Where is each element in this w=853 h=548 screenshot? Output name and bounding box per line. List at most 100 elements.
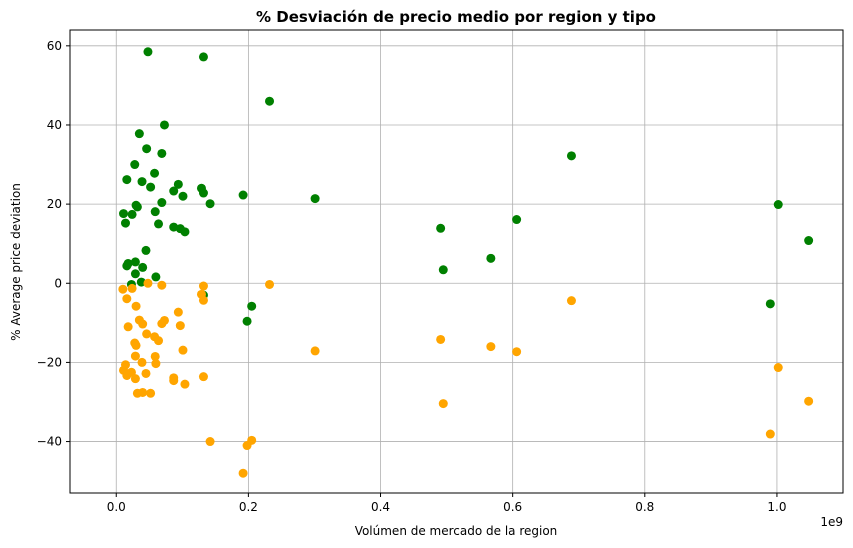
scatter-point xyxy=(151,272,161,282)
y-tick-label: 0 xyxy=(54,276,62,290)
x-tick-label: 0.8 xyxy=(635,500,654,514)
chart-title: % Desviación de precio medio por region … xyxy=(256,8,656,26)
scatter-point xyxy=(137,177,147,187)
x-axis-offset-label: 1e9 xyxy=(820,515,843,529)
scatter-point xyxy=(198,295,208,305)
scatter-point xyxy=(142,144,152,154)
scatter-point xyxy=(123,322,133,332)
scatter-point xyxy=(265,96,275,106)
scatter-point xyxy=(247,301,257,311)
scatter-point xyxy=(146,388,156,398)
scatter-point xyxy=(146,182,156,192)
scatter-point xyxy=(141,245,151,255)
x-tick-label: 0.2 xyxy=(239,500,258,514)
scatter-point xyxy=(157,280,167,290)
scatter-point xyxy=(180,227,190,237)
scatter-point xyxy=(134,129,144,139)
scatter-point xyxy=(154,336,164,346)
scatter-point xyxy=(150,351,160,361)
scatter-point xyxy=(198,372,208,382)
scatter-point xyxy=(130,257,140,267)
scatter-point xyxy=(198,52,208,62)
scatter-point xyxy=(436,334,446,344)
scatter-point xyxy=(132,202,142,212)
scatter-point xyxy=(130,269,140,279)
scatter-point xyxy=(566,151,576,161)
y-tick-label: 20 xyxy=(47,197,62,211)
y-tick-label: −20 xyxy=(37,355,62,369)
scatter-point xyxy=(205,437,215,447)
scatter-point xyxy=(138,319,148,329)
scatter-point xyxy=(150,168,160,178)
scatter-point xyxy=(310,194,320,204)
scatter-point xyxy=(138,387,148,397)
scatter-point xyxy=(151,359,161,369)
x-axis-ticks: 0.0 0.2 0.4 0.6 0.8 1.0 xyxy=(107,493,786,514)
scatter-point xyxy=(438,399,448,409)
x-tick-label: 1.0 xyxy=(767,500,786,514)
scatter-point xyxy=(238,468,248,478)
scatter-point xyxy=(765,429,775,439)
scatter-point xyxy=(173,179,183,189)
scatter-point xyxy=(205,199,215,209)
scatter-point xyxy=(157,198,167,208)
scatter-point xyxy=(169,186,179,196)
scatter-point xyxy=(130,160,140,170)
scatter-point xyxy=(159,120,169,130)
scatter-point xyxy=(265,279,275,289)
x-axis-label: Volúmen de mercado de la region xyxy=(355,524,558,538)
scatter-point xyxy=(131,301,141,311)
scatter-point xyxy=(122,294,132,304)
scatter-point xyxy=(242,441,252,451)
scatter-point xyxy=(157,319,167,329)
scatter-point xyxy=(143,278,153,288)
scatter-point xyxy=(157,148,167,158)
scatter-point xyxy=(773,363,783,373)
scatter-point xyxy=(127,209,137,219)
scatter-point xyxy=(131,340,141,350)
scatter-point xyxy=(198,188,208,198)
scatter-point xyxy=(130,374,140,384)
scatter-point xyxy=(120,218,130,228)
scatter-point xyxy=(122,370,132,380)
scatter-point xyxy=(486,253,496,263)
scatter-point xyxy=(438,265,448,275)
plot-frame xyxy=(69,29,844,494)
x-tick-label: 0.4 xyxy=(371,500,390,514)
data-points xyxy=(118,47,814,478)
scatter-point xyxy=(512,347,522,357)
scatter-point xyxy=(773,200,783,210)
x-tick-label: 0.0 xyxy=(107,500,126,514)
scatter-point xyxy=(173,307,183,317)
y-tick-label: 40 xyxy=(47,118,62,132)
scatter-point xyxy=(143,47,153,57)
scatter-point xyxy=(804,236,814,246)
scatter-point xyxy=(154,219,164,229)
scatter-point xyxy=(137,357,147,367)
scatter-point xyxy=(122,175,132,185)
scatter-point xyxy=(512,215,522,225)
scatter-point xyxy=(765,299,775,309)
scatter-point xyxy=(119,209,129,219)
scatter-point xyxy=(198,281,208,291)
y-tick-label: −40 xyxy=(37,435,62,449)
scatter-point xyxy=(178,191,188,201)
scatter-point xyxy=(130,351,140,361)
scatter-point xyxy=(122,261,132,271)
scatter-point xyxy=(118,284,128,294)
scatter-point xyxy=(804,396,814,406)
scatter-point xyxy=(175,321,185,331)
scatter-point xyxy=(141,368,151,378)
y-axis-ticks: −40 −20 0 20 40 60 xyxy=(37,39,70,449)
scatter-point xyxy=(138,262,148,272)
scatter-point xyxy=(566,296,576,306)
grid-lines xyxy=(70,30,843,493)
scatter-point xyxy=(127,283,137,293)
scatter-point xyxy=(150,207,160,217)
scatter-point xyxy=(178,345,188,355)
scatter-point xyxy=(242,316,252,326)
scatter-point xyxy=(180,379,190,389)
scatter-point xyxy=(486,342,496,352)
